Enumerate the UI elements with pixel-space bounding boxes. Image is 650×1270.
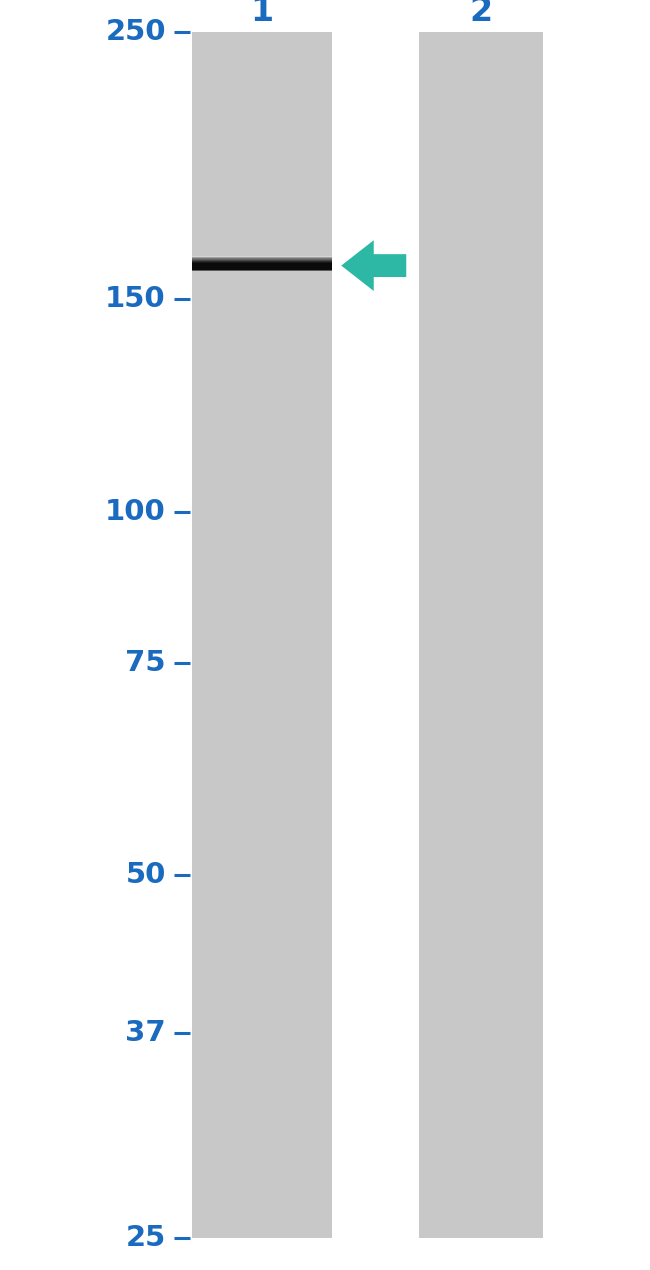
- Text: 1: 1: [250, 0, 273, 28]
- Text: 2: 2: [469, 0, 493, 28]
- Text: 100: 100: [105, 498, 166, 526]
- FancyArrow shape: [341, 240, 406, 291]
- Bar: [419, 32, 543, 1238]
- Text: 37: 37: [125, 1019, 166, 1046]
- Text: 250: 250: [105, 18, 166, 46]
- Bar: [192, 32, 332, 1238]
- Text: 150: 150: [105, 286, 166, 314]
- Text: 50: 50: [125, 861, 166, 889]
- Text: 75: 75: [125, 649, 166, 677]
- Text: 25: 25: [125, 1224, 166, 1252]
